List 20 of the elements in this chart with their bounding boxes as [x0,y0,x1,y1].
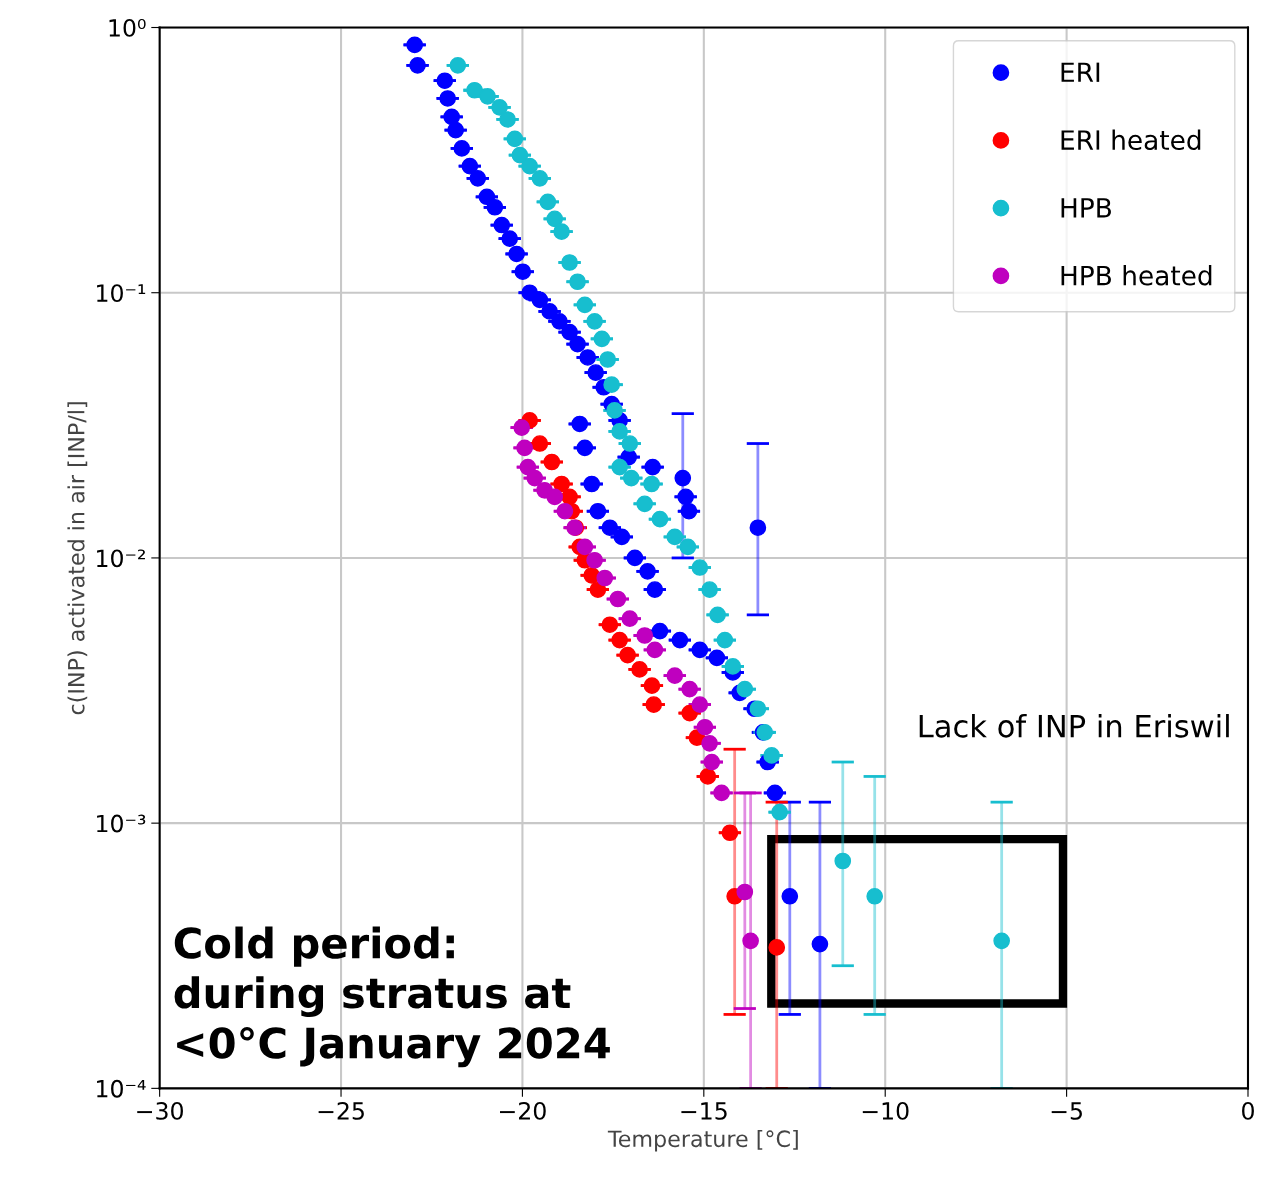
legend-label: HPB heated [1061,265,1212,286]
x-tick-label: −5 [1051,1102,1082,1120]
y-tick-label: 10⁻¹ [97,284,146,303]
y-tick-label: 10⁻⁴ [97,1079,146,1098]
x-tick-label: 0 [1242,1101,1254,1120]
legend-label: ERI heated [1061,129,1201,150]
x-tick-label: −30 [137,1101,183,1120]
x-tick-label: −10 [862,1101,909,1120]
y-tick-label: 10⁻³ [97,814,146,833]
annotation: Lack of INP in Eriswil [919,714,1229,738]
x-tick-label: −15 [681,1102,727,1120]
legend-label: ERI [1061,62,1100,82]
x-tick-label: −25 [318,1101,364,1120]
x-axis-title: Temperature [°C] [607,1129,798,1152]
legend-label: HPB [1061,198,1111,218]
annotation: Cold period: during stratus at <0°C January 2024 [174,926,610,1068]
y-tick-label: 10⁰ [109,18,146,37]
y-tick-label: 10⁻² [97,549,145,568]
x-tick-label: −20 [500,1101,546,1120]
y-axis-title: c(INP) activated in air [INP/l] [67,402,88,715]
